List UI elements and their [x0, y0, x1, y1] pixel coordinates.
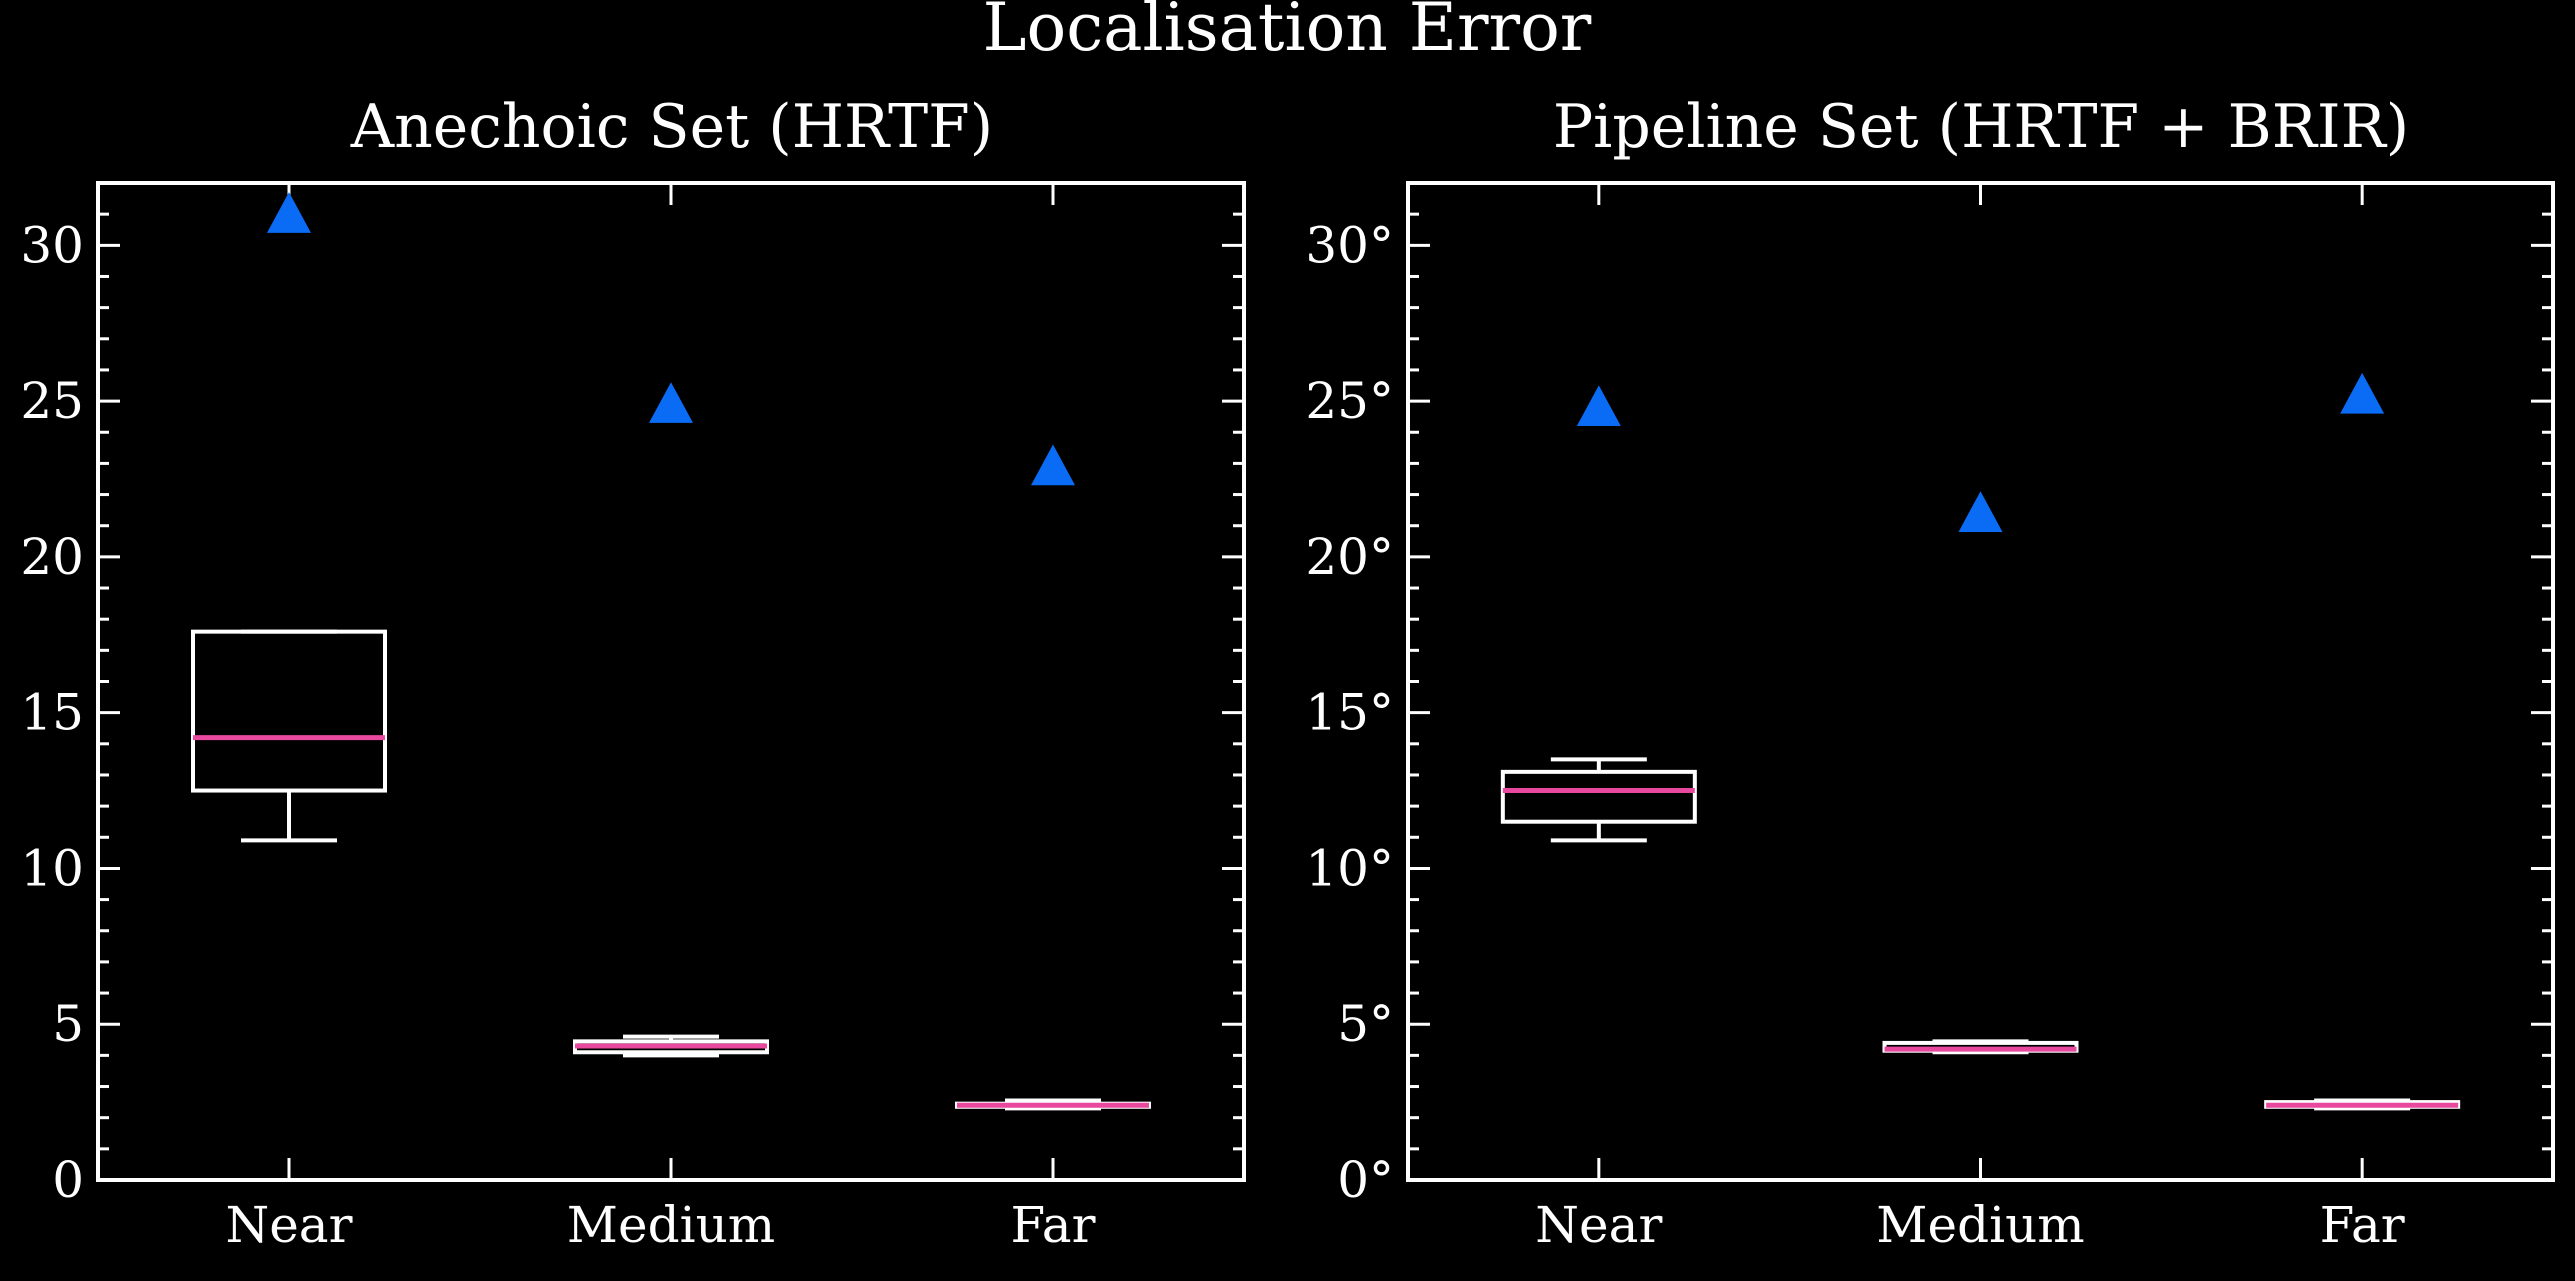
- left-y-tick-label: 20: [20, 528, 84, 586]
- left-y-tick-label: 30: [20, 216, 84, 274]
- right-y-tick-label: 5°: [1337, 995, 1394, 1053]
- left-box-near: [191, 629, 387, 843]
- right-x-tick-label-near: Near: [1535, 1196, 1662, 1254]
- left-x-tick-label-near: Near: [225, 1196, 352, 1254]
- box-body: [1500, 769, 1697, 824]
- right-y-tick-label: 0°: [1337, 1151, 1394, 1209]
- right-y-tick-label: 30°: [1305, 216, 1394, 274]
- right-box-near: [1500, 757, 1697, 843]
- left-box-medium: [573, 1034, 769, 1058]
- box-body: [191, 629, 387, 793]
- right-marker-medium: [1958, 491, 2003, 532]
- left-marker-far: [1031, 444, 1075, 486]
- right-box-medium: [1882, 1039, 2079, 1055]
- left-marker-medium: [649, 382, 693, 423]
- left-y-tick-label: 0: [52, 1151, 84, 1209]
- left-x-tick-label-far: Far: [1010, 1196, 1095, 1254]
- right-marker-far: [2340, 372, 2385, 414]
- left-y-tick-label: 5: [52, 995, 84, 1053]
- figure-title: Localisation Error: [983, 0, 1592, 66]
- left-y-tick-label: 15: [20, 684, 84, 742]
- right-x-tick-label-medium: Medium: [1876, 1196, 2084, 1254]
- left-marker-near: [267, 192, 311, 233]
- right-box-far: [2264, 1098, 2461, 1111]
- left-x-tick-label-medium: Medium: [567, 1196, 775, 1254]
- right-panel: 0° 5° 10° 15° 20° 25° 30° Near Medium Far: [1305, 181, 2555, 1254]
- right-marker-near: [1576, 385, 1621, 427]
- left-box-far: [955, 1098, 1151, 1111]
- right-x-tick-label-far: Far: [2320, 1196, 2405, 1254]
- left-y-tick-label: 10: [20, 839, 84, 897]
- left-panel: 0 5 10 15 20 25 30 Near Medium Far: [20, 181, 1246, 1254]
- right-y-tick-label: 25°: [1305, 372, 1394, 430]
- left-y-tick-label: 25: [20, 372, 84, 430]
- right-y-tick-label: 20°: [1305, 528, 1394, 586]
- right-y-tick-label: 10°: [1305, 839, 1394, 897]
- left-panel-title: Anechoic Set (HRTF): [350, 92, 993, 162]
- right-y-tick-label: 15°: [1305, 684, 1394, 742]
- right-panel-title: Pipeline Set (HRTF + BRIR): [1553, 92, 2409, 162]
